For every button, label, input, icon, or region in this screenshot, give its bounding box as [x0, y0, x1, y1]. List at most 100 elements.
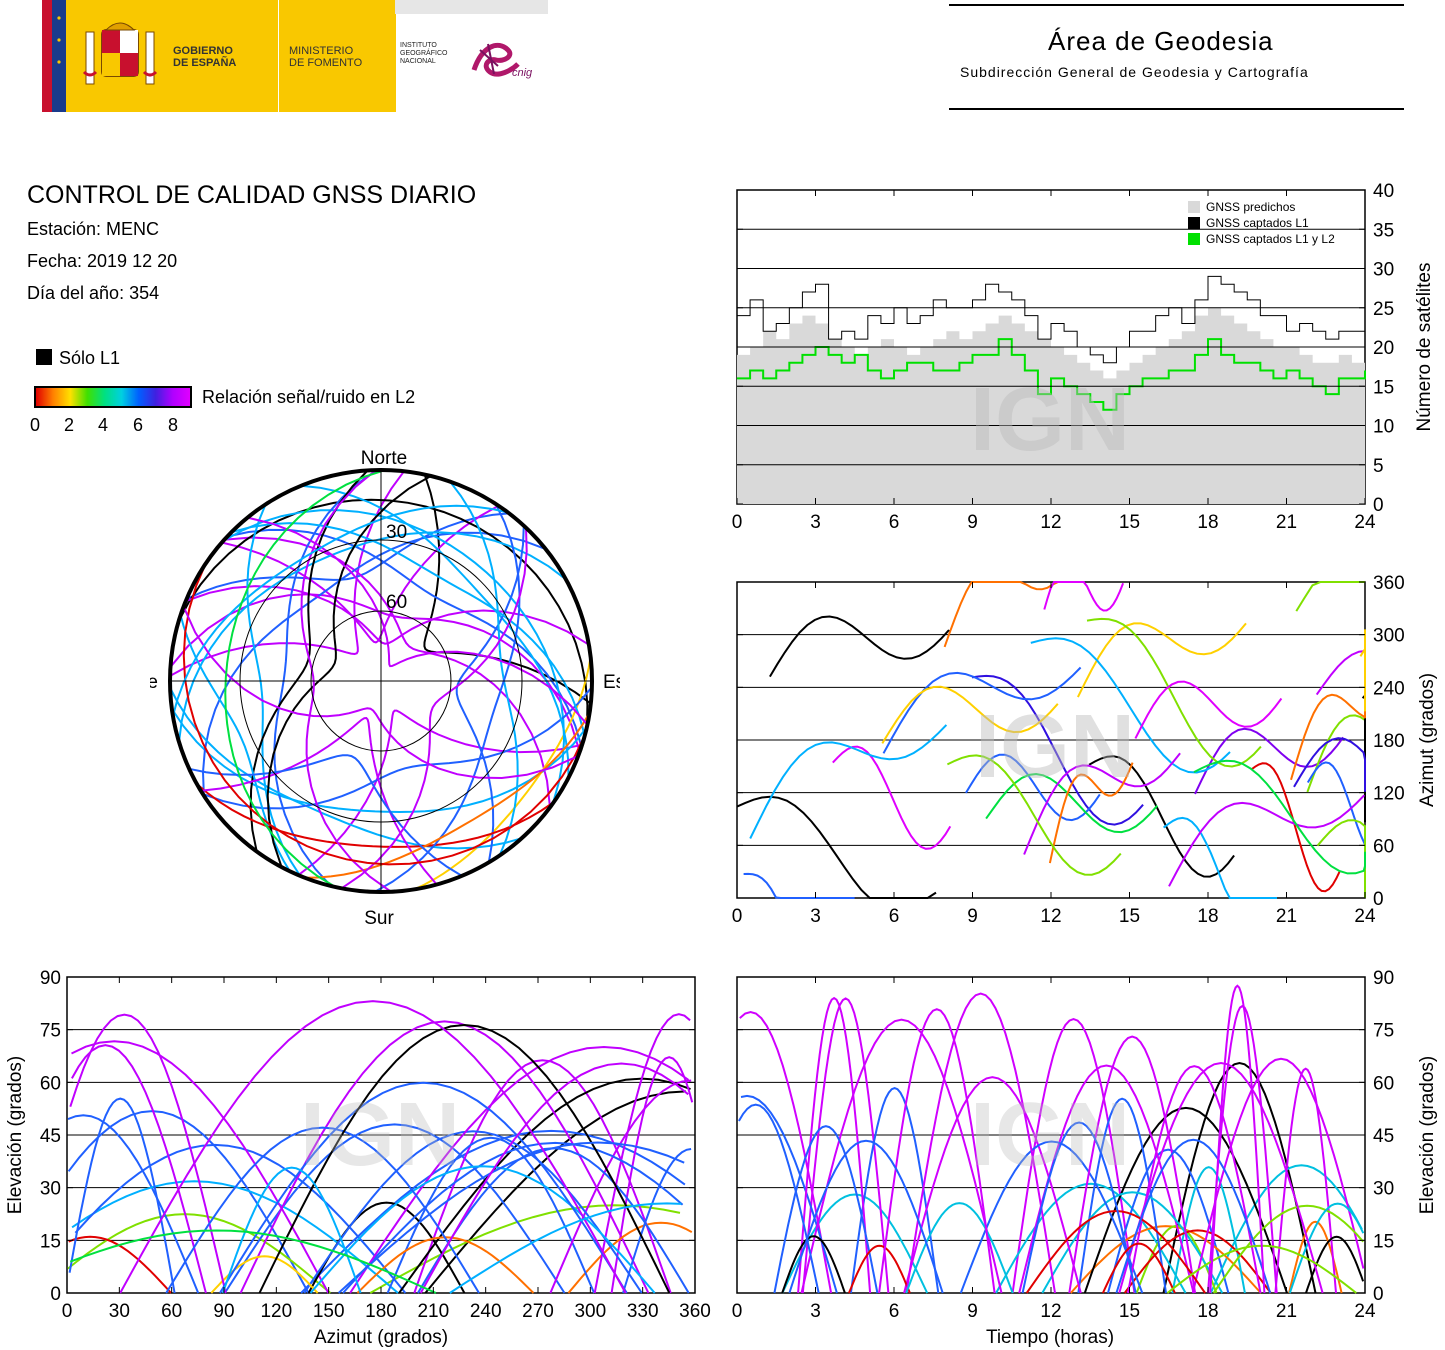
elevation-time-arc: [1025, 1209, 1206, 1294]
elevation-arc: [622, 1148, 692, 1294]
y-tick-label: 15: [1373, 377, 1394, 398]
elevation-arc: [71, 1040, 330, 1294]
y-tick-label: 60: [40, 1073, 61, 1094]
y-axis-label: Número de satélites: [1414, 263, 1435, 432]
header-bottom-rule: [949, 108, 1404, 110]
snr-colorbar: [34, 386, 192, 408]
cnig-text: cnig: [512, 67, 533, 79]
south-label: Sur: [364, 908, 394, 929]
sky-track: [221, 504, 499, 644]
elevation-time-arc: [1209, 984, 1266, 1294]
sky-track: [185, 585, 590, 646]
y-tick-label: 30: [40, 1179, 61, 1200]
ticks: 0 5 10 15 20 25 30 35 40 0 3 6 9 12 15 18 21 24: [732, 181, 1394, 530]
elevation-arc: [67, 1110, 310, 1294]
y-tick-label: 75: [1373, 1021, 1394, 1042]
sky-track: [423, 474, 592, 705]
sky-track: [177, 498, 589, 727]
x-tick-label: 21: [1276, 906, 1297, 927]
area-subtitle: Subdirección General de Geodesia y Carto…: [960, 64, 1309, 80]
satellites-chart: 0 5 10 15 20 25 30 35 40 0 3 6 9 12 15 18 21 24 IGN GNSS …: [732, 181, 1435, 530]
elevation-time-arc: [1083, 1106, 1288, 1294]
x-tick-label: 240: [470, 1301, 502, 1322]
elevation-arc: [69, 1229, 437, 1294]
sky-track: [188, 754, 463, 877]
elevation-arc: [567, 1221, 693, 1294]
elevation-time-arc: [773, 1125, 879, 1294]
elevation-arc: [119, 1000, 627, 1294]
x-tick-label: 360: [679, 1301, 711, 1322]
satellites-legend: GNSS predichos GNSS captados L1 GNSS cap…: [1188, 200, 1335, 246]
ministerio-text: MINISTERIO DE FOMENTO: [289, 45, 363, 69]
x-tick-label: 18: [1197, 906, 1218, 927]
satellites-series: [737, 275, 1366, 504]
y-tick-label: 25: [1373, 299, 1394, 320]
elevation-arc: [369, 1204, 681, 1294]
azimuth-track: [1043, 581, 1125, 612]
azimuth-tracks: [736, 581, 1366, 899]
y-tick-label: 90: [1373, 968, 1394, 989]
x-tick-label: 60: [161, 1301, 182, 1322]
elevation-time-arc: [800, 1018, 1003, 1294]
y-tick-label: 15: [1373, 1231, 1394, 1252]
legend-l1l2: GNSS captados L1 y L2: [1206, 232, 1335, 246]
x-tick-label: 18: [1197, 512, 1218, 530]
y-tick-label: 20: [1373, 338, 1394, 359]
y-tick-label: 35: [1373, 220, 1394, 241]
ticks: 0 15 30 45 60 75 90 0 3 6 9 12 15 18 21 24: [732, 968, 1394, 1322]
azimuth-time-chart: 0 60 120 180 240 300 360 0 3 6 9 12 15 18 21 24 IGN Azi…: [732, 573, 1438, 927]
sky-track: [266, 475, 432, 868]
x-tick-label: 0: [732, 512, 743, 530]
y-tick-label: 90: [40, 968, 61, 989]
y-tick-label: 10: [1373, 417, 1394, 438]
x-tick-label: 24: [1354, 1301, 1376, 1322]
x-tick-label: 15: [1119, 906, 1140, 927]
watermark: IGN: [300, 1085, 460, 1185]
legend-l1: GNSS captados L1: [1206, 216, 1309, 230]
azimuth-track: [971, 674, 1144, 826]
elevation-time-arc: [1070, 1225, 1262, 1294]
azimuth-track: [881, 685, 1059, 744]
elevation-time-arc: [781, 1235, 846, 1294]
y-tick-label: 30: [1373, 1179, 1394, 1200]
elevation-arc: [67, 1114, 200, 1294]
x-tick-label: 180: [365, 1301, 397, 1322]
elevation-time-arc: [1274, 1067, 1337, 1294]
sky-track: [182, 606, 579, 780]
elevation-time-arc: [905, 1202, 1014, 1294]
x-tick-label: 300: [574, 1301, 606, 1322]
only-l1-label: Sólo L1: [59, 348, 121, 368]
elevation-arc: [221, 1166, 362, 1294]
elevation-arc: [419, 1062, 689, 1294]
azimuth-track: [1077, 622, 1247, 698]
y-tick-label: 180: [1373, 731, 1405, 752]
elevation-time-arc: [1118, 1061, 1324, 1294]
elevation-arc: [303, 1130, 643, 1294]
x-tick-label: 3: [810, 1301, 821, 1322]
elevation-time-arc: [1191, 1057, 1365, 1294]
cnig-logo-icon: cnig: [468, 36, 538, 84]
sky-track: [273, 469, 378, 887]
azimuth-track: [965, 753, 1101, 822]
legend-swatch-predichos: [1188, 201, 1200, 213]
sky-track: [171, 504, 509, 717]
elevation-arc: [549, 1079, 692, 1294]
x-tick-label: 6: [889, 512, 900, 530]
azimuth-track: [1134, 680, 1283, 739]
y-axis-label: Azimut (grados): [1417, 673, 1438, 807]
azimuth-track: [1250, 762, 1342, 893]
x-tick-label: 3: [810, 512, 821, 530]
elevation-arc: [300, 1129, 686, 1294]
azimuth-track: [1162, 816, 1277, 899]
y-tick-label: 60: [1373, 836, 1394, 857]
y-tick-label: 240: [1373, 678, 1405, 699]
elevation-arc: [342, 1141, 684, 1294]
azimuth-track: [1293, 737, 1366, 792]
polar-tracks: [169, 469, 593, 893]
sky-track: [222, 509, 566, 804]
grid: [737, 228, 1365, 466]
elevation-azimuth-tracks: [67, 1000, 694, 1294]
sky-track: [169, 593, 581, 753]
azimuth-track: [1295, 581, 1365, 612]
azimuth-track: [1290, 685, 1366, 781]
